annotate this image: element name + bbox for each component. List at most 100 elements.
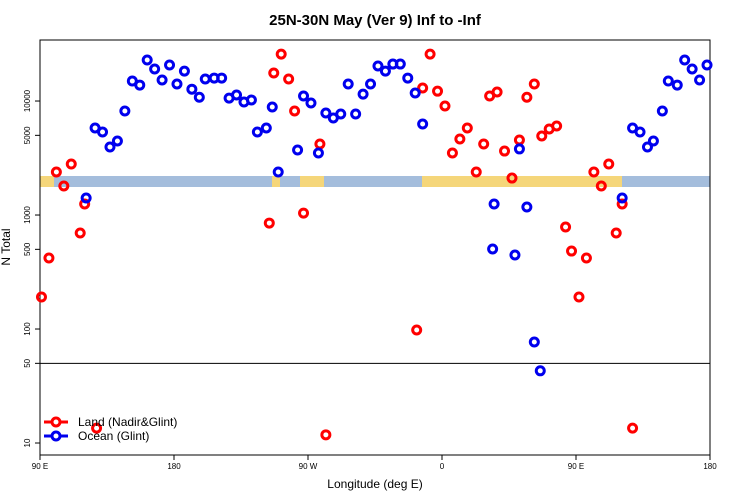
data-point bbox=[534, 365, 546, 377]
data-point bbox=[521, 91, 533, 103]
y-tick-label: 50 bbox=[23, 358, 32, 367]
legend-swatch-marker bbox=[50, 416, 62, 428]
data-point bbox=[111, 135, 123, 147]
data-point bbox=[595, 180, 607, 192]
data-point bbox=[402, 72, 414, 84]
data-point bbox=[231, 89, 243, 101]
data-point bbox=[97, 126, 109, 138]
land-strip bbox=[272, 176, 280, 187]
data-point bbox=[216, 72, 228, 84]
data-point bbox=[509, 249, 521, 261]
data-point bbox=[298, 90, 310, 102]
x-tick-label: 0 bbox=[440, 462, 445, 471]
data-point bbox=[521, 201, 533, 213]
data-point bbox=[58, 180, 70, 192]
data-point bbox=[289, 105, 301, 117]
data-point bbox=[488, 198, 500, 210]
data-point bbox=[424, 48, 436, 60]
data-point bbox=[499, 145, 511, 157]
data-point bbox=[647, 135, 659, 147]
data-point bbox=[528, 336, 540, 348]
x-tick-label: 90 E bbox=[568, 462, 584, 471]
data-point bbox=[74, 227, 86, 239]
data-point bbox=[616, 192, 628, 204]
data-point bbox=[379, 65, 391, 77]
data-point bbox=[580, 252, 592, 264]
x-tick-label: 180 bbox=[167, 462, 181, 471]
data-point bbox=[439, 100, 451, 112]
data-point bbox=[292, 144, 304, 156]
data-point bbox=[551, 120, 563, 132]
data-point bbox=[560, 221, 572, 233]
y-tick-label: 100 bbox=[23, 322, 32, 336]
data-point bbox=[528, 78, 540, 90]
land-mask-strip bbox=[40, 176, 710, 187]
data-point bbox=[350, 108, 362, 120]
y-tick-label: 5000 bbox=[23, 126, 32, 144]
data-point bbox=[193, 91, 205, 103]
data-point bbox=[679, 54, 691, 66]
data-point bbox=[446, 147, 458, 159]
data-point bbox=[641, 141, 653, 153]
data-point bbox=[603, 158, 615, 170]
data-point bbox=[186, 83, 198, 95]
data-point bbox=[417, 118, 429, 130]
data-point bbox=[411, 324, 423, 336]
data-point bbox=[573, 291, 585, 303]
data-point bbox=[245, 94, 257, 106]
data-point bbox=[275, 48, 287, 60]
data-point bbox=[335, 108, 347, 120]
data-point bbox=[320, 107, 332, 119]
data-point bbox=[263, 217, 275, 229]
data-point bbox=[156, 74, 168, 86]
data-point bbox=[409, 87, 421, 99]
data-point bbox=[487, 243, 499, 255]
data-point bbox=[470, 166, 482, 178]
legend-label: Ocean (Glint) bbox=[78, 429, 149, 443]
data-point bbox=[686, 63, 698, 75]
x-tick-label: 90 W bbox=[299, 462, 318, 471]
data-point bbox=[171, 78, 183, 90]
y-tick-label: 500 bbox=[23, 242, 32, 256]
data-point bbox=[320, 429, 332, 441]
chart-title: 25N-30N May (Ver 9) Inf to -Inf bbox=[269, 12, 482, 29]
data-point bbox=[616, 198, 628, 210]
data-point bbox=[432, 85, 444, 97]
data-point bbox=[694, 74, 706, 86]
data-point bbox=[656, 105, 668, 117]
data-point bbox=[149, 63, 161, 75]
data-point bbox=[298, 207, 310, 219]
data-point bbox=[588, 166, 600, 178]
legend-swatch-marker bbox=[50, 430, 62, 442]
land-strip bbox=[40, 176, 54, 187]
data-point bbox=[394, 58, 406, 70]
plot-frame bbox=[39, 39, 711, 456]
data-point bbox=[80, 192, 92, 204]
data-point bbox=[104, 141, 116, 153]
data-point bbox=[272, 166, 284, 178]
data-point bbox=[454, 133, 466, 145]
x-tick-label: 180 bbox=[703, 462, 717, 471]
data-point bbox=[178, 65, 190, 77]
data-point bbox=[701, 59, 713, 71]
data-point bbox=[79, 198, 91, 210]
data-point bbox=[43, 252, 55, 264]
data-point bbox=[357, 88, 369, 100]
data-point bbox=[461, 122, 473, 134]
data-point bbox=[35, 291, 47, 303]
data-point bbox=[164, 59, 176, 71]
data-point bbox=[513, 143, 525, 155]
data-point bbox=[305, 97, 317, 109]
data-point bbox=[268, 67, 280, 79]
data-point bbox=[662, 75, 674, 87]
data-point bbox=[260, 122, 272, 134]
data-point bbox=[671, 79, 683, 91]
data-point bbox=[536, 130, 548, 142]
x-axis-label: Longitude (deg E) bbox=[327, 477, 422, 491]
legend-label: Land (Nadir&Glint) bbox=[78, 415, 177, 429]
data-point bbox=[50, 166, 62, 178]
data-point bbox=[342, 78, 354, 90]
data-point bbox=[634, 126, 646, 138]
data-point bbox=[506, 172, 518, 184]
